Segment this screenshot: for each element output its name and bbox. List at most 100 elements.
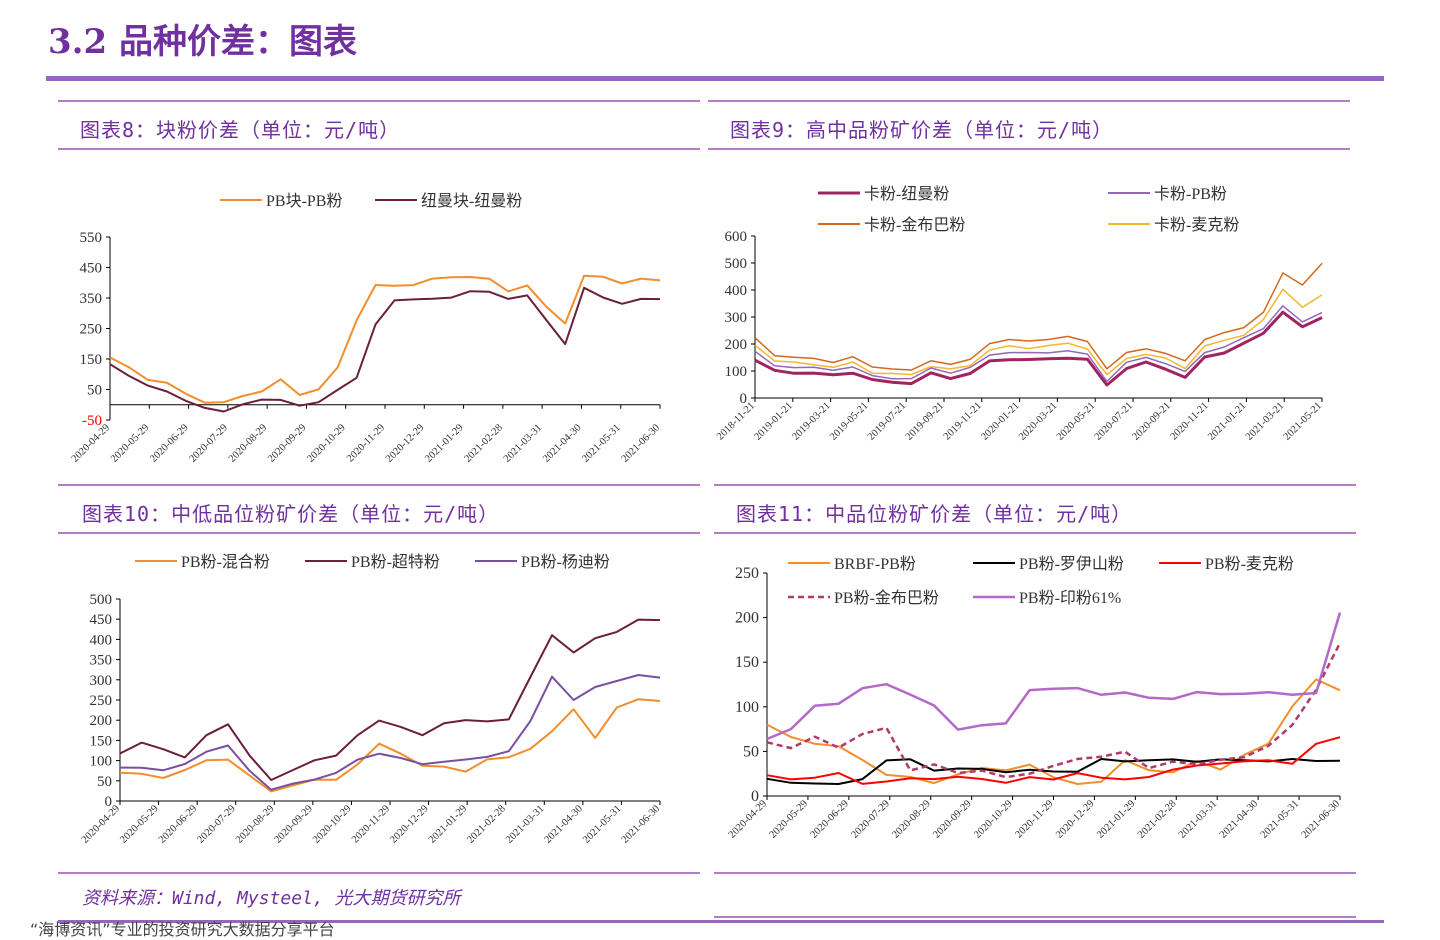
chart8-x-tick-label: 2021-05-31 bbox=[580, 422, 622, 464]
chart11-x-tick-label: 2020-08-29 bbox=[890, 798, 932, 840]
chart11-x-tick-label: 2020-04-29 bbox=[727, 798, 769, 840]
chart9-x-tick-label: 2019-07-21 bbox=[866, 400, 908, 442]
chart8-x-tick-label: 2021-02-28 bbox=[463, 422, 505, 464]
chart11-series-line bbox=[766, 612, 1342, 741]
chart8-series-line bbox=[109, 274, 661, 404]
chart11-footer-rule bbox=[714, 916, 1356, 918]
chart8-title-rule bbox=[58, 148, 700, 150]
chart8-x-tick-label: 2020-08-29 bbox=[227, 422, 269, 464]
chart10-x-tick-label: 2020-05-29 bbox=[118, 803, 160, 845]
chart11-x-tick-label: 2020-11-29 bbox=[1013, 798, 1055, 840]
chart9-x-tick-label: 2020-01-21 bbox=[979, 400, 1021, 442]
chart10-title: 图表10：中低品位粉矿价差（单位：元/吨） bbox=[82, 502, 500, 526]
chart8-x-tick-label: 2021-03-31 bbox=[502, 422, 544, 464]
source-note: 资料来源：Wind, Mysteel, 光大期货研究所 bbox=[82, 888, 461, 909]
chart9-x-tick-label: 2018-11-21 bbox=[715, 400, 757, 442]
chart8-legend-label: 纽曼块-纽曼粉 bbox=[421, 192, 522, 210]
chart10-bottom-rule bbox=[58, 872, 700, 874]
title-divider bbox=[46, 76, 1384, 81]
chart8-series-line bbox=[109, 286, 661, 413]
chart9-top-rule bbox=[708, 100, 1350, 102]
chart9-y-tick-label: 300 bbox=[725, 310, 748, 326]
chart10-y-tick-label: 100 bbox=[90, 754, 113, 770]
chart9-plot: 60050040030020010002018-11-212019-01-212… bbox=[715, 185, 1324, 443]
chart9-x-tick-label: 2020-05-21 bbox=[1055, 400, 1097, 442]
chart9-x-tick-label: 2019-09-21 bbox=[904, 400, 946, 442]
chart10-x-tick-label: 2021-02-28 bbox=[465, 803, 507, 845]
chart9-x-tick-label: 2020-09-21 bbox=[1130, 400, 1172, 442]
chart10-series-line bbox=[119, 674, 661, 791]
chart10-x-tick-label: 2020-11-29 bbox=[350, 803, 392, 845]
chart9-x-tick-label: 2020-07-21 bbox=[1093, 400, 1135, 442]
chart10-x-tick-label: 2021-05-31 bbox=[581, 803, 623, 845]
chart11-x-tick-label: 2020-12-29 bbox=[1054, 798, 1096, 840]
chart10-x-tick-label: 2021-01-29 bbox=[427, 803, 469, 845]
chart11-y-tick-label: 50 bbox=[743, 743, 759, 760]
chart11-x-tick-label: 2020-10-29 bbox=[972, 798, 1014, 840]
chart11-y-tick-label: 200 bbox=[735, 610, 759, 627]
chart11-x-tick-label: 2020-06-29 bbox=[809, 798, 851, 840]
chart8-x-tick-label: 2020-11-29 bbox=[345, 422, 387, 464]
chart10-y-tick-label: 0 bbox=[105, 794, 113, 810]
chart10-plot: 5004504003503002502001501005002020-04-29… bbox=[80, 553, 662, 846]
chart10-x-tick-label: 2021-03-31 bbox=[504, 803, 546, 845]
chart9-title: 图表9：高中品粉矿价差（单位：元/吨） bbox=[730, 118, 1114, 142]
chart8-x-tick-label: 2020-05-29 bbox=[109, 422, 151, 464]
chart8-x-tick-label: 2021-01-29 bbox=[423, 422, 465, 464]
chart10-y-tick-label: 150 bbox=[90, 733, 113, 749]
chart9-series-line bbox=[754, 288, 1323, 376]
chart11-y-tick-label: 150 bbox=[735, 654, 759, 671]
chart9-legend-label: 卡粉-麦克粉 bbox=[1154, 216, 1239, 234]
chart8-x-tick-label: 2021-06-30 bbox=[620, 422, 662, 464]
chart10-y-tick-label: 300 bbox=[90, 673, 113, 689]
chart9-x-tick-label: 2020-03-21 bbox=[1017, 400, 1059, 442]
chart9-x-tick-label: 2021-01-21 bbox=[1206, 400, 1248, 442]
chart9-y-tick-label: 200 bbox=[725, 337, 748, 353]
chart10-y-tick-label: 350 bbox=[90, 653, 113, 669]
chart9-y-tick-label: 100 bbox=[725, 364, 748, 380]
chart10-y-tick-label: 450 bbox=[90, 612, 113, 628]
chart8-y-tick-label: 350 bbox=[80, 291, 103, 307]
chart8-x-tick-label: 2020-12-29 bbox=[384, 422, 426, 464]
chart11-y-tick-label: 100 bbox=[735, 699, 759, 716]
chart11-x-tick-label: 2021-04-30 bbox=[1218, 798, 1260, 840]
chart10-legend-label: PB粉-超特粉 bbox=[351, 553, 440, 571]
chart11-y-tick-label: 0 bbox=[751, 788, 759, 805]
chart11-bottom-rule bbox=[714, 872, 1356, 874]
chart11-legend-label: PB粉-麦克粉 bbox=[1205, 555, 1294, 573]
chart9-series-line bbox=[754, 305, 1323, 383]
chart8-legend-label: PB块-PB粉 bbox=[266, 192, 342, 210]
chart8-x-tick-label: 2020-10-29 bbox=[305, 422, 347, 464]
chart11-series-line bbox=[766, 736, 1341, 785]
chart10-y-tick-label: 50 bbox=[97, 774, 112, 790]
chart9-x-tick-label: 2019-11-21 bbox=[942, 400, 984, 442]
chart9-series-line bbox=[754, 262, 1323, 371]
page-title: 3.2 品种价差：图表 bbox=[48, 22, 357, 62]
chart11-x-tick-label: 2021-05-31 bbox=[1259, 798, 1301, 840]
chart9-x-tick-label: 2021-05-21 bbox=[1282, 400, 1324, 442]
chart10-series-line bbox=[119, 698, 661, 793]
chart8-y-tick-label: 50 bbox=[87, 383, 102, 399]
chart9-x-tick-label: 2019-03-21 bbox=[790, 400, 832, 442]
chart8-x-tick-label: 2020-09-29 bbox=[266, 422, 308, 464]
chart10-x-tick-label: 2020-04-29 bbox=[80, 803, 122, 845]
chart11-legend-label: PB粉-印粉61% bbox=[1019, 589, 1121, 607]
chart11-x-tick-label: 2020-07-29 bbox=[849, 798, 891, 840]
chart10-y-tick-label: 500 bbox=[90, 592, 113, 608]
chart10-x-tick-label: 2020-12-29 bbox=[388, 803, 430, 845]
chart9-series-line bbox=[754, 310, 1323, 387]
chart11-x-tick-label: 2021-01-29 bbox=[1095, 798, 1137, 840]
chart8-title: 图表8：块粉价差（单位：元/吨） bbox=[80, 118, 401, 142]
chart9-y-tick-label: 500 bbox=[725, 256, 748, 272]
chart9-y-tick-label: 400 bbox=[725, 283, 748, 299]
chart11-x-tick-label: 2020-09-29 bbox=[931, 798, 973, 840]
chart11-legend-label: PB粉-金布巴粉 bbox=[834, 589, 939, 607]
chart10-legend-label: PB粉-杨迪粉 bbox=[521, 553, 610, 571]
chart8-y-tick-label: 250 bbox=[80, 322, 103, 338]
chart8-y-tick-label: 550 bbox=[80, 230, 103, 246]
chart9-x-tick-label: 2020-11-21 bbox=[1169, 400, 1211, 442]
chart11-title-rule bbox=[714, 532, 1356, 534]
chart11-legend-label: BRBF-PB粉 bbox=[834, 555, 916, 573]
chart9-y-tick-label: 0 bbox=[740, 391, 748, 407]
